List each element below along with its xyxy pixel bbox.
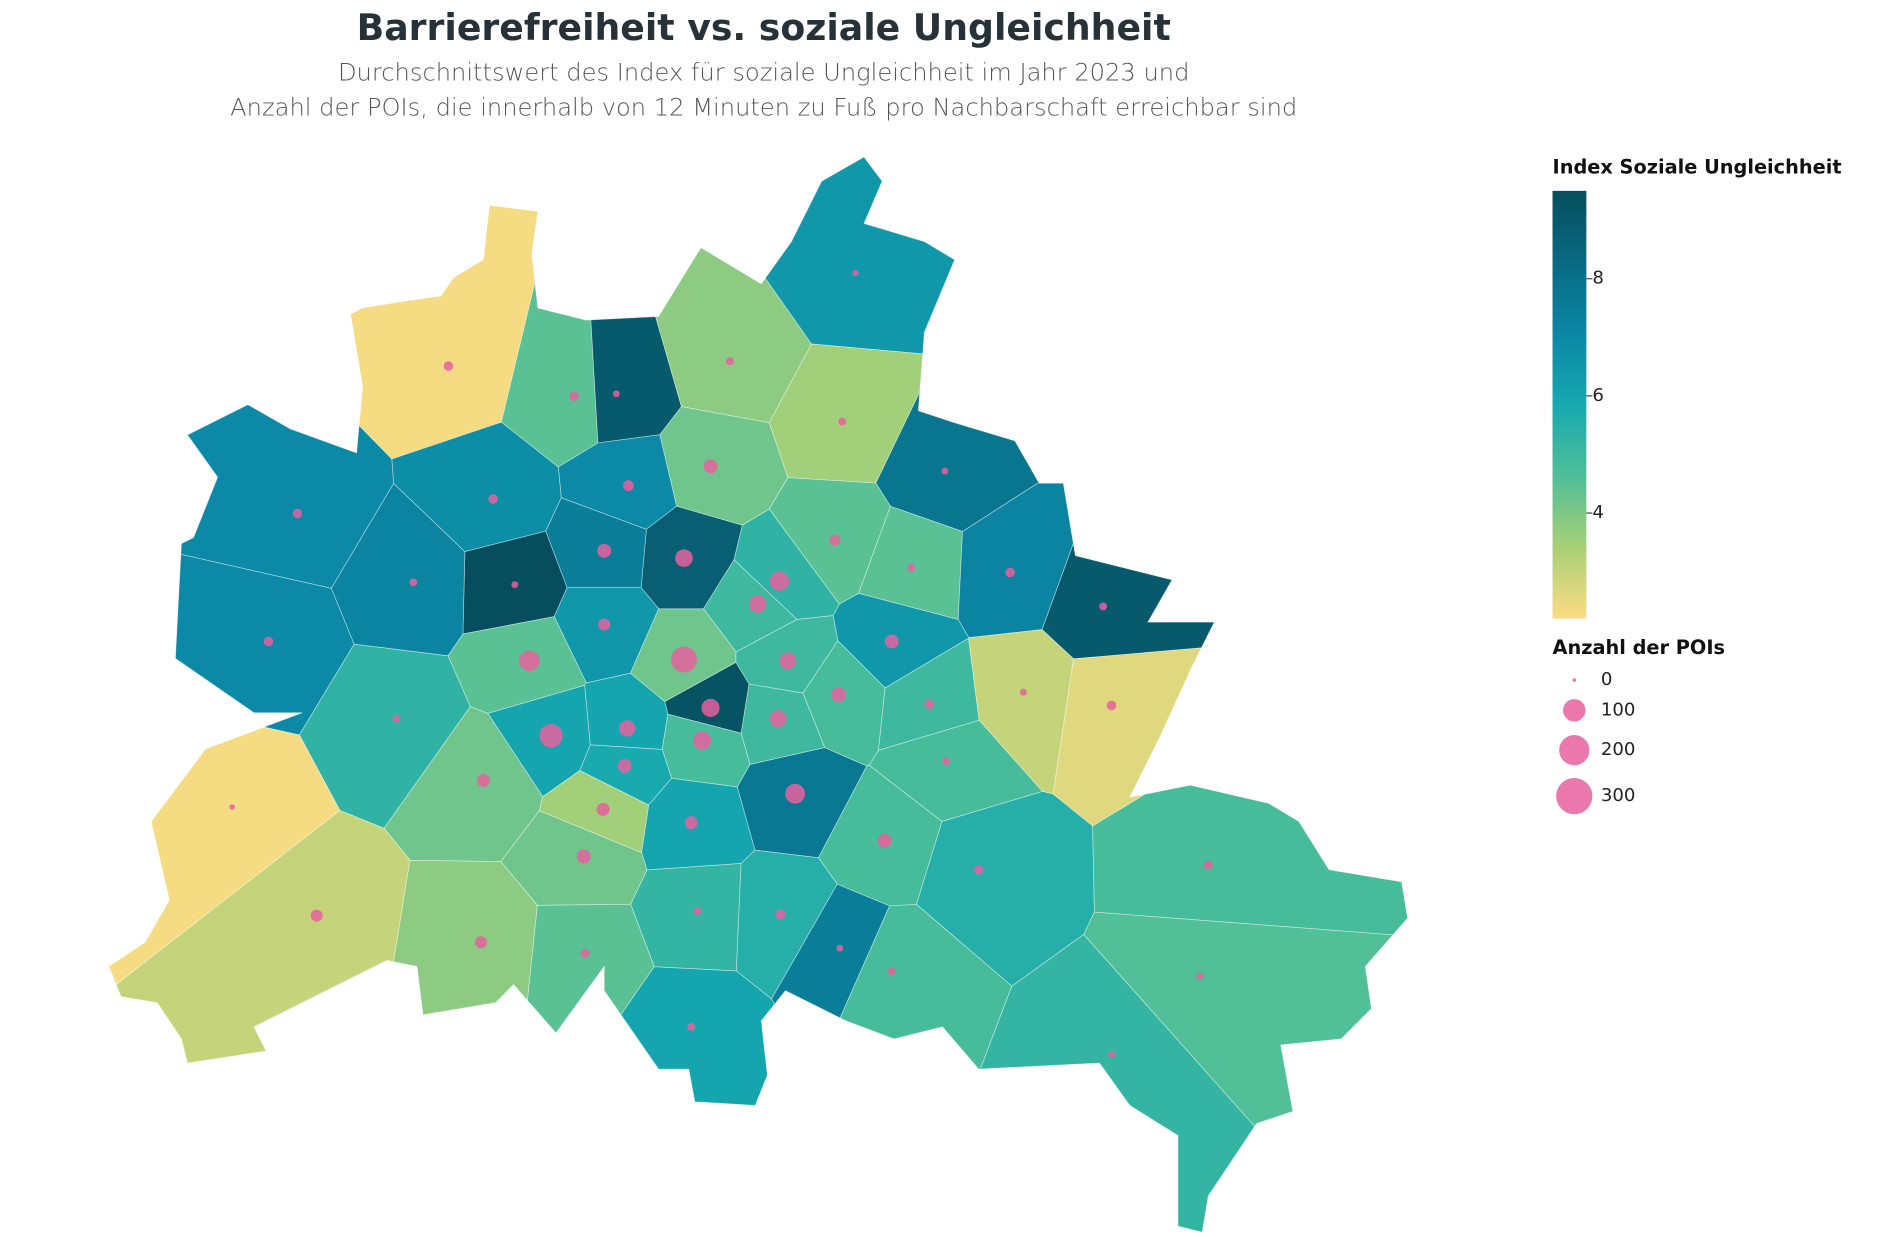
poi-bubble xyxy=(836,944,844,952)
subtitle: Anzahl der POIs, die innerhalb von 12 Mi… xyxy=(230,94,1297,122)
poi-bubble xyxy=(703,459,718,474)
poi-bubble xyxy=(1196,972,1204,980)
poi-bubble xyxy=(775,909,786,920)
poi-bubble xyxy=(924,699,934,710)
region xyxy=(1041,542,1215,660)
region xyxy=(1083,911,1394,1127)
poi-bubble xyxy=(576,849,591,864)
poi-bubble xyxy=(569,391,579,402)
poi-bubble xyxy=(684,816,698,830)
colorbar-tick-label: 4 xyxy=(1592,502,1604,523)
poi-bubble xyxy=(785,783,806,804)
poi-bubble xyxy=(687,1022,696,1031)
poi-bubble xyxy=(1099,602,1108,611)
size-legend-label: 100 xyxy=(1601,699,1636,720)
poi-bubble xyxy=(474,936,488,949)
poi-bubble xyxy=(877,833,892,848)
poi-bubble xyxy=(596,802,610,816)
poi-bubble xyxy=(907,563,915,572)
colorbar xyxy=(1552,190,1587,619)
region xyxy=(620,966,775,1106)
region xyxy=(350,204,539,460)
colorbar-tick-label: 6 xyxy=(1592,385,1604,406)
poi-bubble xyxy=(292,508,303,519)
poi-bubble xyxy=(769,571,790,591)
poi-bubble xyxy=(263,636,274,647)
poi-bubble xyxy=(597,543,612,558)
poi-bubble xyxy=(580,948,590,958)
colorbar-tick-label: 8 xyxy=(1592,268,1604,289)
size-legend-bubble xyxy=(1556,777,1593,815)
poi-bubble xyxy=(887,967,896,976)
poi-bubble xyxy=(838,417,847,426)
poi-bubble xyxy=(1108,1051,1116,1059)
region xyxy=(1092,784,1408,936)
regions xyxy=(108,156,1408,1233)
chart-title: Barrierefreiheit vs. soziale Ungleichhei… xyxy=(357,6,1171,49)
poi-bubble xyxy=(831,687,846,702)
poi-bubble xyxy=(769,710,787,728)
poi-bubble xyxy=(229,804,235,810)
poi-bubble xyxy=(701,698,720,718)
color-legend-title: Index Soziale Ungleichheit xyxy=(1553,155,1842,178)
poi-bubble xyxy=(973,864,984,875)
region xyxy=(108,726,341,986)
poi-bubble xyxy=(409,578,418,587)
poi-bubble xyxy=(671,646,697,673)
poi-bubble xyxy=(392,714,401,723)
region xyxy=(527,903,655,1034)
poi-bubble xyxy=(1005,567,1015,578)
poi-bubble xyxy=(1106,700,1117,711)
size-legend-label: 300 xyxy=(1601,785,1636,806)
size-legend-bubble xyxy=(1572,678,1577,682)
poi-bubble xyxy=(1019,688,1027,696)
poi-bubble xyxy=(539,723,563,748)
bubbles xyxy=(229,269,1213,1059)
poi-bubble xyxy=(519,650,540,672)
size-legend-title: Anzahl der POIs xyxy=(1553,636,1725,659)
poi-bubble xyxy=(310,909,323,922)
poi-bubble xyxy=(852,269,859,277)
size-legend-label: 200 xyxy=(1601,739,1636,760)
poi-bubble xyxy=(779,652,797,670)
size-legend-bubble xyxy=(1559,735,1590,766)
poi-bubble xyxy=(622,480,634,492)
region xyxy=(393,859,538,1016)
size-legend-bubble xyxy=(1563,699,1586,722)
region xyxy=(979,933,1256,1233)
size-legend-label: 0 xyxy=(1601,669,1613,690)
poi-bubble xyxy=(488,494,498,504)
poi-bubble xyxy=(942,757,951,765)
poi-bubble xyxy=(693,906,702,915)
region xyxy=(115,810,411,1064)
poi-bubble xyxy=(511,581,519,589)
poi-bubble xyxy=(884,634,899,649)
poi-bubble xyxy=(1203,860,1213,870)
poi-bubble xyxy=(598,618,611,631)
subtitle: Durchschnittswert des Index für soziale … xyxy=(338,59,1189,87)
poi-bubble xyxy=(675,549,693,567)
poi-bubble xyxy=(725,357,734,366)
poi-bubble xyxy=(619,720,636,737)
poi-bubble xyxy=(617,758,632,773)
poi-bubble xyxy=(476,773,490,787)
poi-bubble xyxy=(612,390,620,398)
poi-bubble xyxy=(941,467,949,475)
poi-bubble xyxy=(829,534,841,546)
poi-bubble xyxy=(692,731,712,750)
map xyxy=(108,156,1408,1233)
region xyxy=(839,904,1013,1070)
poi-bubble xyxy=(748,595,767,613)
poi-bubble xyxy=(443,361,454,371)
